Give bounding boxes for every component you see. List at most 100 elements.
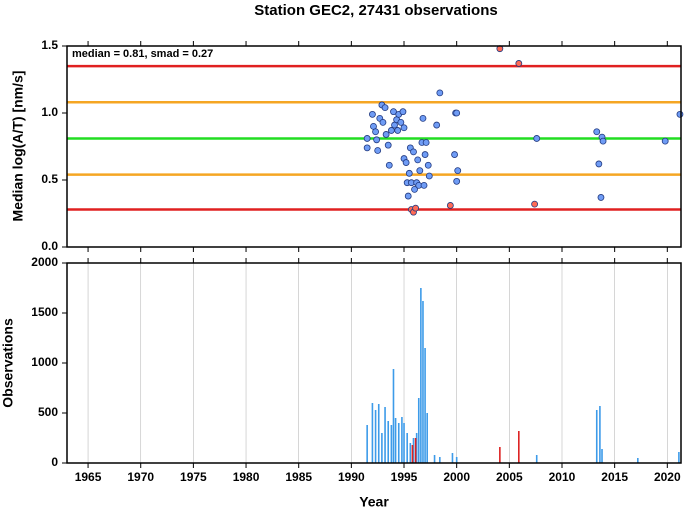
bar	[371, 403, 374, 463]
point	[454, 167, 462, 175]
point	[405, 169, 413, 177]
point	[387, 127, 395, 134]
bar	[535, 455, 538, 463]
bar	[678, 452, 680, 463]
bar	[499, 447, 501, 463]
point	[410, 148, 417, 156]
point	[531, 200, 539, 208]
bar	[412, 438, 415, 463]
point	[424, 161, 432, 169]
y-tick-label: 1.5	[41, 38, 58, 52]
bar	[377, 404, 380, 463]
point	[595, 160, 603, 168]
point	[363, 144, 371, 152]
point	[533, 135, 541, 142]
point	[385, 161, 393, 169]
point	[382, 131, 390, 138]
point	[425, 172, 433, 180]
y-tick-label: 0	[51, 455, 58, 469]
point	[399, 108, 407, 116]
x-tick-label: 2015	[601, 470, 628, 484]
bar	[451, 453, 454, 463]
point	[422, 139, 430, 146]
y-tick-label: 1000	[31, 355, 58, 369]
bar	[392, 369, 395, 463]
point	[394, 127, 402, 134]
bar	[599, 406, 601, 463]
point	[453, 109, 461, 117]
x-tick-label: 2020	[654, 470, 681, 484]
bar	[366, 425, 368, 463]
x-tick-label: 1970	[127, 470, 154, 484]
bar	[403, 423, 405, 463]
point	[420, 181, 428, 189]
bar	[374, 410, 377, 463]
point	[412, 204, 420, 212]
point	[411, 185, 418, 193]
bar	[433, 455, 436, 463]
point	[400, 124, 408, 132]
x-tick-label: 1990	[338, 470, 365, 484]
x-tick-label: 2010	[549, 470, 576, 484]
annotation: median = 0.81, smad = 0.27	[72, 48, 213, 60]
bar	[601, 449, 603, 463]
point	[515, 60, 523, 67]
frame	[66, 262, 682, 464]
bar	[518, 431, 520, 463]
bar	[414, 438, 417, 463]
bar	[406, 433, 408, 463]
chart-title: Station GEC2, 27431 observations	[254, 2, 497, 19]
point	[433, 121, 441, 129]
bar	[439, 457, 441, 463]
bar	[637, 458, 639, 463]
point	[374, 147, 382, 154]
y-tick-label: 1.0	[41, 105, 58, 119]
bar	[409, 443, 412, 463]
bar	[415, 433, 418, 463]
bar	[426, 413, 428, 463]
y-axis-label: Median log(A/T) [nm/s]	[10, 71, 26, 222]
point	[597, 194, 605, 201]
point	[397, 118, 405, 126]
bar	[394, 418, 397, 463]
point	[381, 104, 389, 112]
x-tick-label: 1975	[180, 470, 207, 484]
bar	[397, 423, 400, 463]
frame	[66, 45, 682, 248]
bar	[420, 288, 422, 463]
point	[421, 151, 429, 158]
y-tick-label: 2000	[31, 255, 58, 269]
y-axis-label: Observations	[0, 318, 16, 408]
point	[373, 136, 381, 144]
point	[414, 156, 422, 164]
point	[661, 137, 669, 145]
point	[390, 108, 397, 116]
point	[676, 110, 684, 118]
point	[446, 202, 454, 209]
bar	[417, 398, 420, 463]
bar	[422, 301, 424, 463]
point	[416, 167, 424, 175]
point	[599, 137, 607, 145]
bar	[381, 433, 383, 463]
bar	[384, 407, 386, 463]
x-tick-label: 1980	[233, 470, 260, 484]
point	[419, 114, 427, 122]
point	[372, 128, 379, 136]
y-tick-label: 0.5	[41, 172, 58, 186]
y-tick-label: 0.0	[41, 239, 58, 253]
point	[593, 128, 601, 136]
point	[436, 89, 444, 97]
bar	[424, 348, 426, 463]
point	[451, 151, 458, 158]
x-tick-label: 1995	[391, 470, 418, 484]
y-tick-label: 1500	[31, 305, 58, 319]
x-tick-label: 1965	[75, 470, 102, 484]
bar	[455, 457, 458, 463]
bar	[411, 445, 414, 463]
bar	[390, 425, 393, 463]
bar	[401, 417, 403, 463]
point	[384, 141, 392, 149]
bar	[595, 410, 598, 463]
